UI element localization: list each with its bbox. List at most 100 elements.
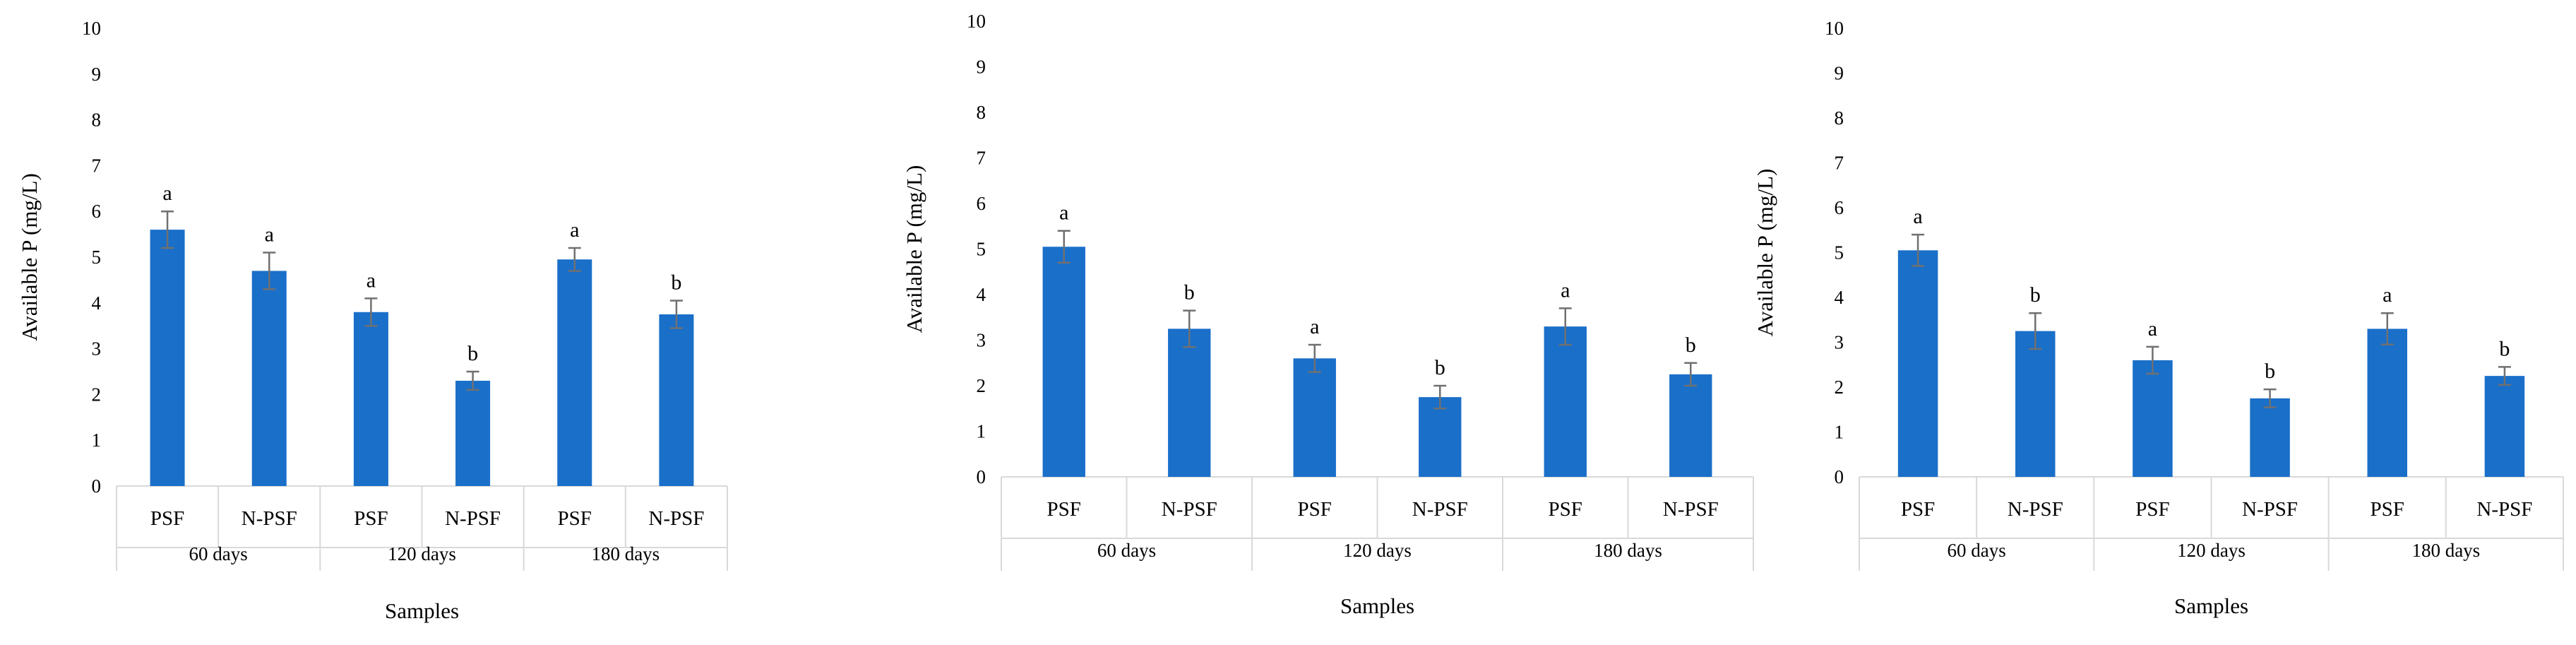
y-tick-label: 8 — [1835, 107, 1844, 129]
y-tick-label: 9 — [92, 64, 102, 85]
x-axis-title: Samples — [1340, 593, 1414, 618]
significance-letter: b — [1184, 281, 1195, 304]
y-tick-label: 9 — [1835, 63, 1844, 84]
group-label: 60 days — [1097, 540, 1156, 561]
y-tick-label: 1 — [1835, 422, 1844, 443]
category-label: PSF — [558, 507, 592, 530]
y-tick-label: 8 — [92, 110, 102, 131]
y-tick-label: 2 — [92, 384, 102, 405]
bar — [455, 380, 491, 486]
bar — [1168, 329, 1211, 477]
bar — [2133, 360, 2173, 477]
bar — [1419, 397, 1462, 477]
y-tick-label: 3 — [92, 338, 102, 360]
y-tick-label: 7 — [1835, 153, 1844, 174]
group-label: 120 days — [1343, 540, 1412, 561]
category-label: N-PSF — [1663, 498, 1719, 521]
category-label: PSF — [2135, 498, 2169, 521]
significance-letter: a — [1561, 278, 1570, 302]
significance-letter: b — [1435, 356, 1445, 379]
bar — [251, 271, 287, 486]
significance-letter: a — [570, 218, 579, 242]
significance-letter: a — [2148, 317, 2157, 341]
y-axis-title: Available P (mg/L) — [902, 165, 926, 333]
bar — [1544, 326, 1587, 477]
bar — [2250, 398, 2290, 477]
y-tick-label: 4 — [92, 292, 102, 314]
chart-1: 0 1 2 3 4 5 6 7 8 9 10 a PSF a N-PSF a PSF b N-PSF a PSF b N-P… — [17, 18, 728, 623]
chart-2: 0 1 2 3 4 5 6 7 8 9 10 a PSF b N-PSF a PSF b N-PSF a PSF b N-P… — [902, 11, 1754, 618]
bar — [1042, 247, 1085, 477]
category-label: PSF — [1047, 498, 1081, 521]
y-tick-label: 6 — [977, 193, 986, 214]
y-tick-label: 3 — [1835, 332, 1844, 353]
y-tick-label: 6 — [1835, 197, 1844, 218]
category-label: N-PSF — [242, 507, 297, 530]
category-label: N-PSF — [2242, 498, 2298, 521]
bar — [1897, 250, 1938, 477]
category-label: PSF — [1549, 498, 1582, 521]
significance-letter: a — [1310, 315, 1319, 338]
group-label: 180 days — [591, 543, 660, 564]
y-tick-label: 5 — [977, 239, 986, 260]
y-tick-label: 10 — [82, 18, 101, 39]
category-label: PSF — [1901, 498, 1935, 521]
bar — [2015, 331, 2056, 477]
y-tick-label: 10 — [967, 11, 986, 32]
y-tick-label: 1 — [977, 421, 986, 442]
category-label: PSF — [354, 507, 388, 530]
significance-letter: b — [671, 271, 681, 295]
significance-letter: b — [2499, 337, 2510, 360]
chart-3: 0 1 2 3 4 5 6 7 8 9 10 a PSF b N-PSF a PSF b N-PSF a PSF b N-P… — [1753, 18, 2564, 618]
group-label: 180 days — [1594, 540, 1662, 561]
significance-letter: a — [162, 182, 172, 205]
y-tick-label: 4 — [1835, 287, 1844, 308]
y-tick-label: 3 — [977, 330, 986, 351]
significance-letter: b — [2030, 283, 2041, 307]
bar — [353, 312, 388, 486]
bar — [1669, 374, 1712, 477]
category-label: N-PSF — [2008, 498, 2063, 521]
group-label: 60 days — [189, 543, 248, 564]
category-label: N-PSF — [1162, 498, 1217, 521]
y-axis-title: Available P (mg/L) — [17, 173, 42, 341]
y-axis-title: Available P (mg/L) — [1753, 169, 1777, 337]
category-label: PSF — [1298, 498, 1332, 521]
significance-letter: a — [1059, 201, 1068, 225]
significance-letter: a — [2383, 283, 2392, 307]
category-label: N-PSF — [445, 507, 501, 530]
bar — [1293, 358, 1336, 477]
significance-letter: a — [265, 223, 274, 247]
y-tick-label: 2 — [1835, 377, 1844, 398]
y-tick-label: 5 — [92, 247, 102, 268]
y-tick-label: 5 — [1835, 242, 1844, 264]
significance-letter: b — [2265, 360, 2275, 383]
bar — [2484, 376, 2525, 477]
group-label: 120 days — [2177, 540, 2246, 561]
y-tick-label: 7 — [92, 155, 102, 176]
bar — [150, 230, 185, 486]
y-tick-label: 0 — [1835, 466, 1844, 487]
category-label: N-PSF — [648, 507, 704, 530]
bar — [2367, 329, 2407, 477]
x-axis-title: Samples — [2174, 593, 2248, 618]
significance-letter: a — [366, 268, 376, 292]
y-tick-label: 8 — [977, 102, 986, 123]
category-label: PSF — [150, 507, 184, 530]
y-tick-label: 6 — [92, 201, 102, 222]
y-tick-label: 10 — [1825, 18, 1844, 39]
y-tick-label: 0 — [92, 475, 102, 497]
significance-letter: b — [467, 342, 478, 365]
bar — [557, 259, 592, 486]
category-label: PSF — [2371, 498, 2404, 521]
group-label: 60 days — [1948, 540, 2006, 561]
y-tick-label: 9 — [977, 57, 986, 78]
category-label: N-PSF — [1412, 498, 1468, 521]
significance-letter: b — [1686, 333, 1696, 357]
y-tick-label: 7 — [977, 148, 986, 169]
y-tick-label: 0 — [977, 466, 986, 487]
y-tick-label: 2 — [977, 375, 986, 396]
y-tick-label: 4 — [977, 284, 986, 305]
group-label: 120 days — [388, 543, 456, 564]
